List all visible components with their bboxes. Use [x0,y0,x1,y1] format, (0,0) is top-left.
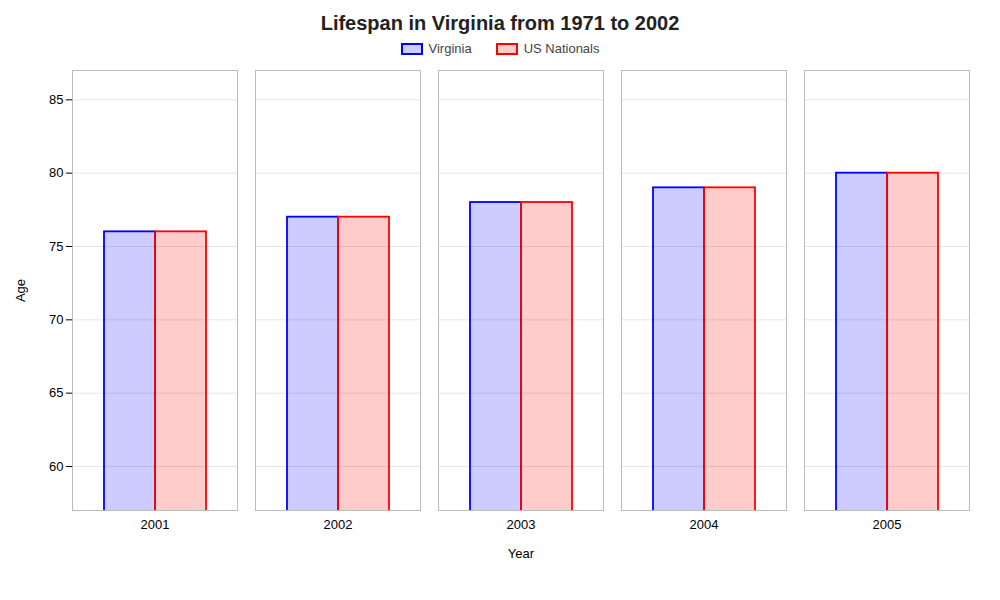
svg-text:60: 60 [49,459,63,474]
svg-text:80: 80 [49,165,63,180]
html-text:Virginia: Virginia [428,41,472,56]
svg-text:Age: Age [13,279,28,302]
svg-text:2005: 2005 [873,517,902,532]
html-text:US Nationals: US Nationals [523,41,600,56]
svg-text:2001: 2001 [141,517,170,532]
svg-text:Year: Year [508,546,535,561]
svg-text:2002: 2002 [324,517,353,532]
svg-text:65: 65 [49,385,63,400]
svg-text:70: 70 [49,312,63,327]
svg-text:2004: 2004 [690,517,719,532]
svg-text:75: 75 [49,239,63,254]
svg-text:85: 85 [49,92,63,107]
html-text:Lifespan in Virginia from 1971: Lifespan in Virginia from 1971 to 2002 [320,12,680,34]
svg-text:2003: 2003 [507,517,536,532]
